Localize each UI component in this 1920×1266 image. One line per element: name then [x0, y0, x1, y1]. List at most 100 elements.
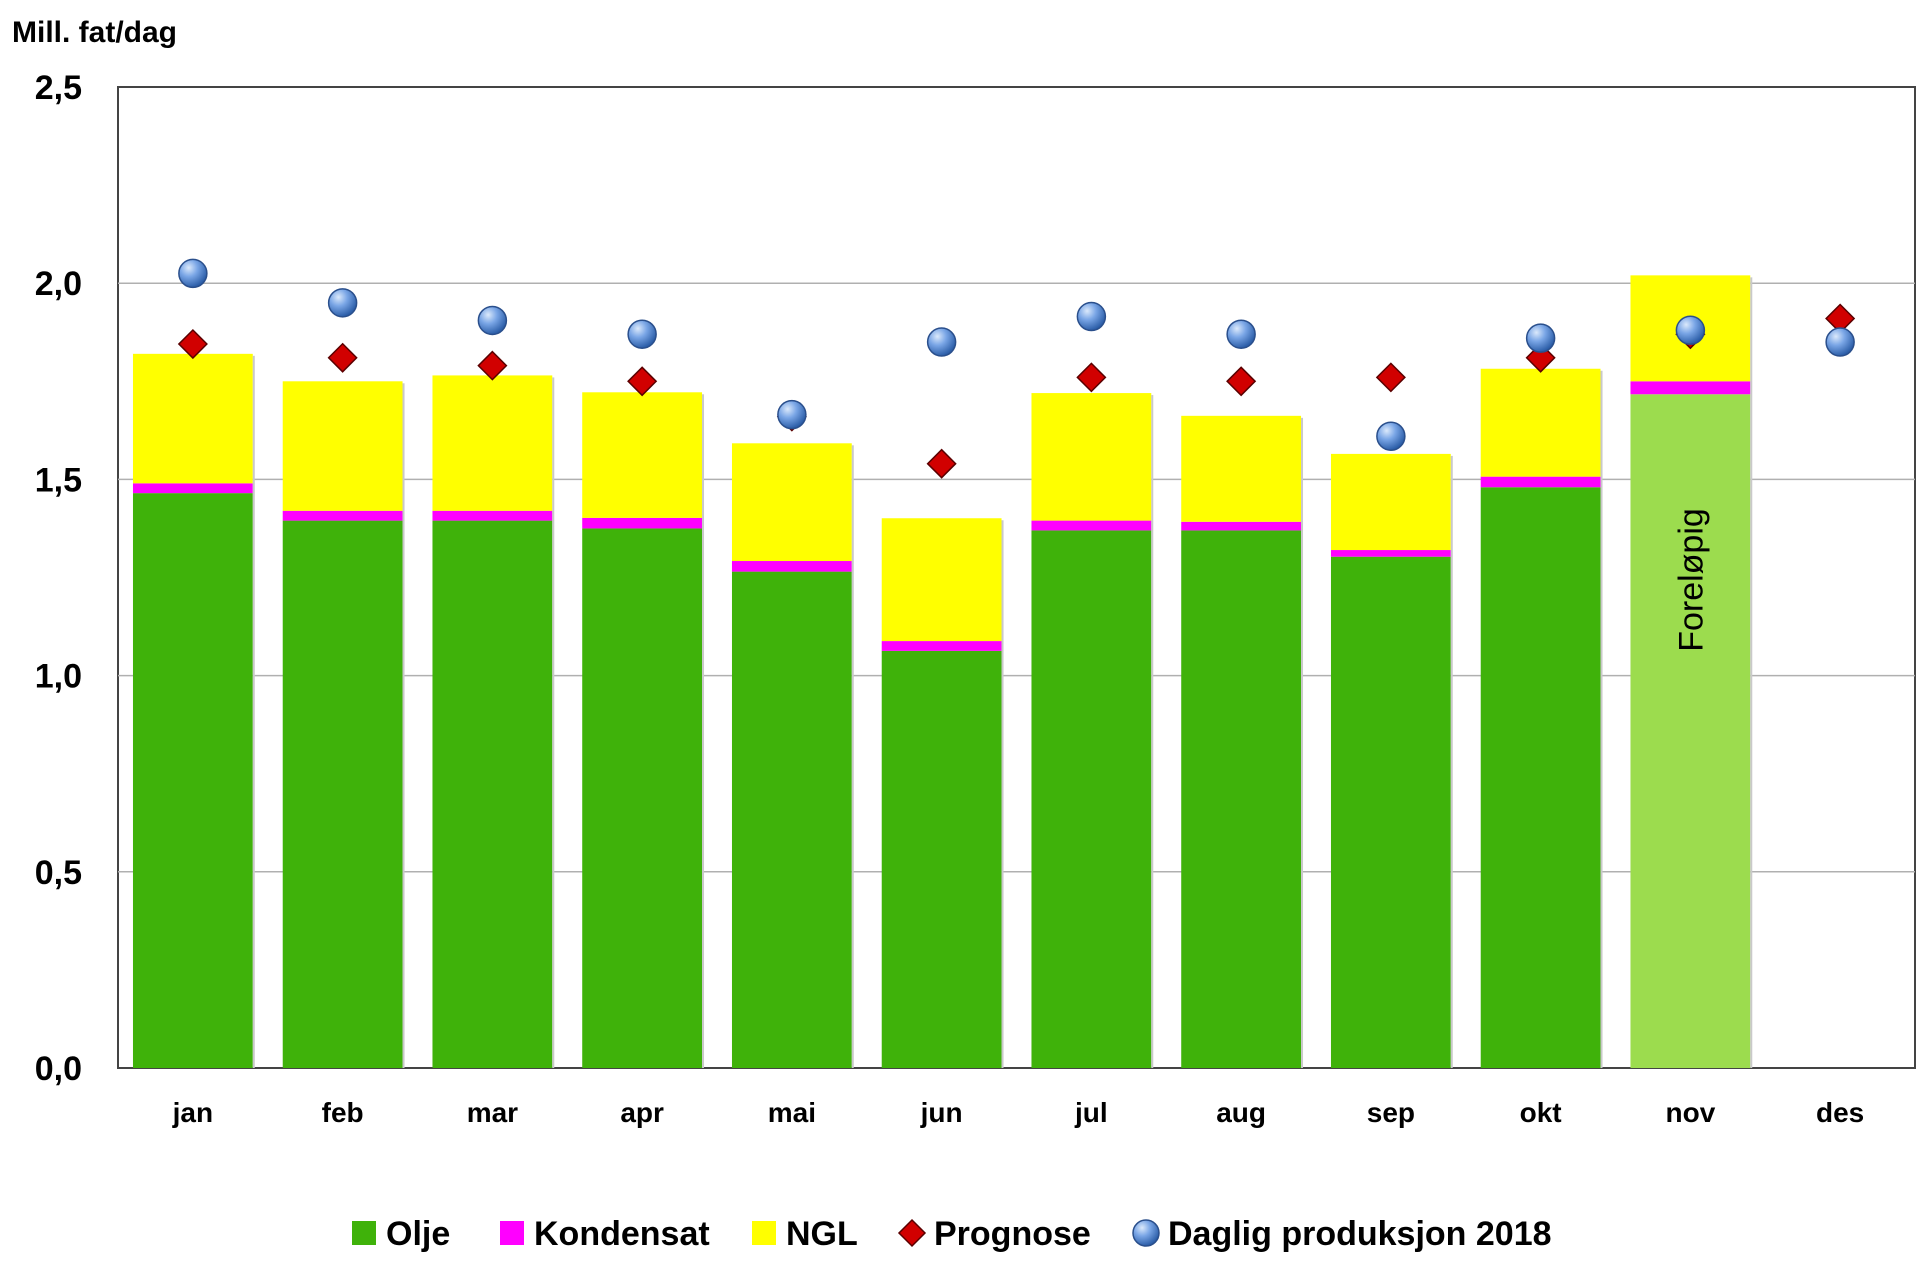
bar-segment-kondensat: [132, 483, 253, 494]
bar-segment-olje: [881, 650, 1002, 1068]
legend-item-daglig-produksjon-2018: Daglig produksjon 2018: [1132, 1215, 1552, 1253]
x-tick-label: apr: [620, 1097, 664, 1128]
bar-segment-ngl: [1031, 393, 1152, 521]
bar-segment-ngl: [582, 392, 703, 518]
prognose-marker: [1375, 362, 1406, 393]
bar-segment-ngl: [1480, 368, 1601, 477]
bar-segment-olje: [432, 520, 553, 1068]
markers: [177, 258, 1856, 479]
bar-segment-kondensat: [582, 517, 703, 529]
bar-segment-kondensat: [1031, 520, 1152, 531]
plot-area: [117, 86, 1916, 1069]
bar-segment-kondensat: [1330, 550, 1451, 557]
bar-segment-olje: [282, 520, 403, 1068]
bar-segment-olje: [1031, 530, 1152, 1068]
daglig-produksjon-marker: [178, 258, 208, 289]
bar-segment-kondensat: [881, 641, 1002, 651]
bar-segment-ngl: [881, 518, 1002, 642]
daglig-produksjon-marker: [477, 305, 508, 336]
daglig-produksjon-marker: [1376, 421, 1406, 451]
prognose-marker: [177, 328, 208, 360]
x-tick-label: sep: [1367, 1097, 1415, 1128]
legend-swatch: [352, 1221, 376, 1245]
bar-segment-kondensat: [1630, 381, 1751, 395]
bar-shadow: [702, 394, 705, 1068]
bar-segment-olje: [582, 528, 703, 1068]
bar-segment-olje: [731, 571, 852, 1068]
bar-segment-ngl: [1181, 415, 1302, 522]
prognose-marker: [1226, 366, 1257, 397]
bar-shadow: [1301, 417, 1304, 1069]
x-tick-label: jan: [172, 1097, 213, 1128]
legend-label: Olje: [386, 1215, 450, 1253]
bar-segment-ngl: [731, 443, 852, 562]
bar-segment-ngl: [132, 353, 253, 484]
x-tick-label: okt: [1520, 1097, 1562, 1128]
legend-label: Kondensat: [534, 1215, 710, 1253]
bar-segment-olje: [1330, 556, 1451, 1068]
legend-swatch: [897, 1218, 927, 1248]
y-tick-label: 0,5: [35, 854, 82, 892]
prognose-marker: [477, 350, 508, 381]
legend-item-prognose: Prognose: [897, 1215, 1091, 1253]
x-tick-label: jul: [1074, 1097, 1108, 1128]
bar-shadow: [1600, 370, 1603, 1069]
bar-segment-kondensat: [1480, 476, 1601, 488]
y-tick-label: 1,0: [35, 658, 82, 696]
x-tick-label: feb: [322, 1097, 364, 1128]
bar-segment-olje: [1480, 487, 1601, 1068]
x-tick-label: aug: [1216, 1097, 1266, 1128]
bar-shadow: [1750, 277, 1753, 1068]
prognose-marker: [627, 366, 658, 397]
y-tick-label: 2,0: [35, 265, 82, 303]
bar-segment-ngl: [282, 381, 403, 511]
x-tick-label: nov: [1665, 1097, 1715, 1128]
daglig-produksjon-marker: [627, 319, 657, 349]
legend-item-kondensat: Kondensat: [500, 1215, 710, 1253]
prognose-marker: [926, 448, 957, 479]
daglig-produksjon-marker: [777, 399, 807, 430]
daglig-produksjon-marker: [1825, 327, 1855, 357]
x-tick-label: jun: [920, 1097, 963, 1128]
y-tick-label: 0,0: [35, 1050, 82, 1088]
bar-segment-kondensat: [432, 510, 553, 521]
daglig-produksjon-marker: [1525, 323, 1556, 353]
legend-swatch: [752, 1221, 776, 1245]
daglig-produksjon-marker: [1675, 315, 1706, 346]
x-tick-label: mai: [768, 1097, 816, 1128]
bar-shadow: [851, 445, 854, 1068]
x-tick-label: des: [1816, 1097, 1864, 1128]
legend-label: Prognose: [934, 1215, 1091, 1253]
y-axis-ticks: 0,0 0,5 1,0 1,5 2,0 2,5: [35, 69, 82, 1088]
bar-segment-olje: [1181, 530, 1302, 1068]
daglig-produksjon-marker: [1226, 319, 1256, 349]
bar-annotation: Foreløpig: [1672, 508, 1710, 652]
bar-shadow: [1001, 520, 1004, 1068]
legend: Olje Kondensat NGL Prognose Daglig produksjo…: [352, 1215, 1552, 1253]
daglig-produksjon-marker: [926, 327, 957, 357]
bar-shadow: [1450, 455, 1453, 1068]
legend-item-ngl: NGL: [752, 1215, 858, 1253]
bars: Foreløpig: [132, 275, 1753, 1069]
x-tick-label: mar: [467, 1097, 518, 1128]
bar-shadow: [1151, 395, 1154, 1068]
daglig-produksjon-marker: [327, 288, 358, 318]
x-axis-labels: jan feb mar apr mai jun jul aug sep okt nov des: [172, 1097, 1865, 1128]
bar-segment-kondensat: [731, 561, 852, 572]
y-tick-label: 2,5: [35, 69, 82, 107]
y-tick-label: 1,5: [35, 461, 82, 499]
bar-shadow: [552, 377, 555, 1068]
prognose-marker: [1076, 362, 1107, 393]
prognose-marker: [327, 342, 358, 373]
bar-segment-ngl: [432, 375, 553, 511]
bar-segment-kondensat: [282, 510, 403, 521]
legend-swatch: [500, 1221, 524, 1245]
bar-segment-olje: [132, 493, 253, 1068]
bar-segment-kondensat: [1181, 521, 1302, 531]
legend-label: NGL: [786, 1215, 858, 1253]
bar-segment-ngl: [1330, 453, 1451, 551]
bar-shadow: [402, 383, 405, 1068]
daglig-produksjon-marker: [1076, 301, 1107, 332]
bar-shadow: [252, 355, 255, 1068]
